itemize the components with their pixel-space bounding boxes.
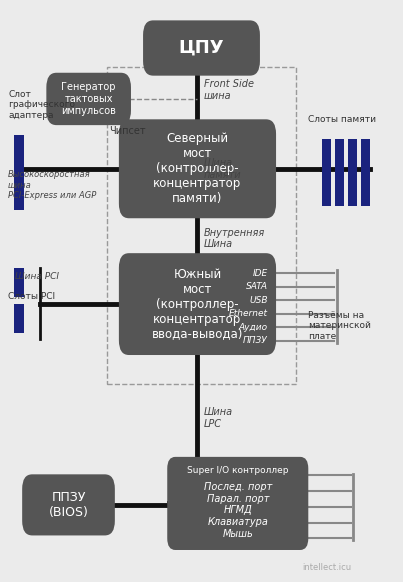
Text: Слоты памяти: Слоты памяти (308, 115, 376, 124)
Text: USB: USB (249, 296, 268, 305)
Text: Super I/O контроллер: Super I/O контроллер (187, 466, 289, 475)
Text: Разъёмы на
материнской
плате: Разъёмы на материнской плате (308, 311, 371, 341)
Text: SATA: SATA (246, 282, 268, 292)
Bar (107, 67, 296, 384)
Bar (348, 139, 357, 205)
Bar (14, 135, 24, 211)
Text: Чипсет: Чипсет (110, 126, 146, 136)
Bar (14, 304, 24, 333)
Bar (322, 139, 331, 205)
FancyBboxPatch shape (167, 457, 308, 550)
Text: Южный
мост
(контроллер-
концентратор
ввода-вывода): Южный мост (контроллер- концентратор вво… (152, 268, 243, 340)
Text: Аудио: Аудио (239, 322, 268, 332)
Text: ППЗУ
(BIOS): ППЗУ (BIOS) (49, 491, 88, 519)
Text: Ethernet: Ethernet (229, 309, 268, 318)
Text: Front Side
шина: Front Side шина (204, 79, 253, 101)
Text: Генератор
тактовых
импульсов: Генератор тактовых импульсов (61, 82, 116, 116)
Text: Послед. порт
Парал. порт
НГМД
Клавиатура
Мышь: Послед. порт Парал. порт НГМД Клавиатура… (204, 482, 272, 538)
FancyBboxPatch shape (119, 119, 276, 218)
FancyBboxPatch shape (46, 73, 131, 125)
Text: Шина
LPC: Шина LPC (204, 407, 233, 429)
FancyBboxPatch shape (119, 253, 276, 355)
Text: Шина
памяти: Шина памяти (204, 158, 241, 180)
Text: Высокоскоростная
шина
PCI-Express или AGP: Высокоскоростная шина PCI-Express или AG… (8, 170, 96, 200)
Text: IDE: IDE (253, 269, 268, 278)
FancyBboxPatch shape (143, 20, 260, 76)
FancyBboxPatch shape (22, 474, 115, 535)
Bar (361, 139, 370, 205)
Text: Северный
мост
(контроллер-
концентратор
памяти): Северный мост (контроллер- концентратор … (154, 132, 241, 205)
Text: Слот
графического
адаптера: Слот графического адаптера (8, 90, 75, 120)
Text: intellect.icu: intellect.icu (302, 563, 351, 572)
Bar (14, 268, 24, 297)
Text: Внутренняя
Шина: Внутренняя Шина (204, 228, 265, 250)
Text: ППЗУ: ППЗУ (243, 336, 268, 345)
Text: Слоты PCI: Слоты PCI (8, 292, 55, 301)
Bar (335, 139, 344, 205)
Text: ЦПУ: ЦПУ (179, 39, 224, 57)
Text: Шина PCI: Шина PCI (15, 272, 59, 281)
